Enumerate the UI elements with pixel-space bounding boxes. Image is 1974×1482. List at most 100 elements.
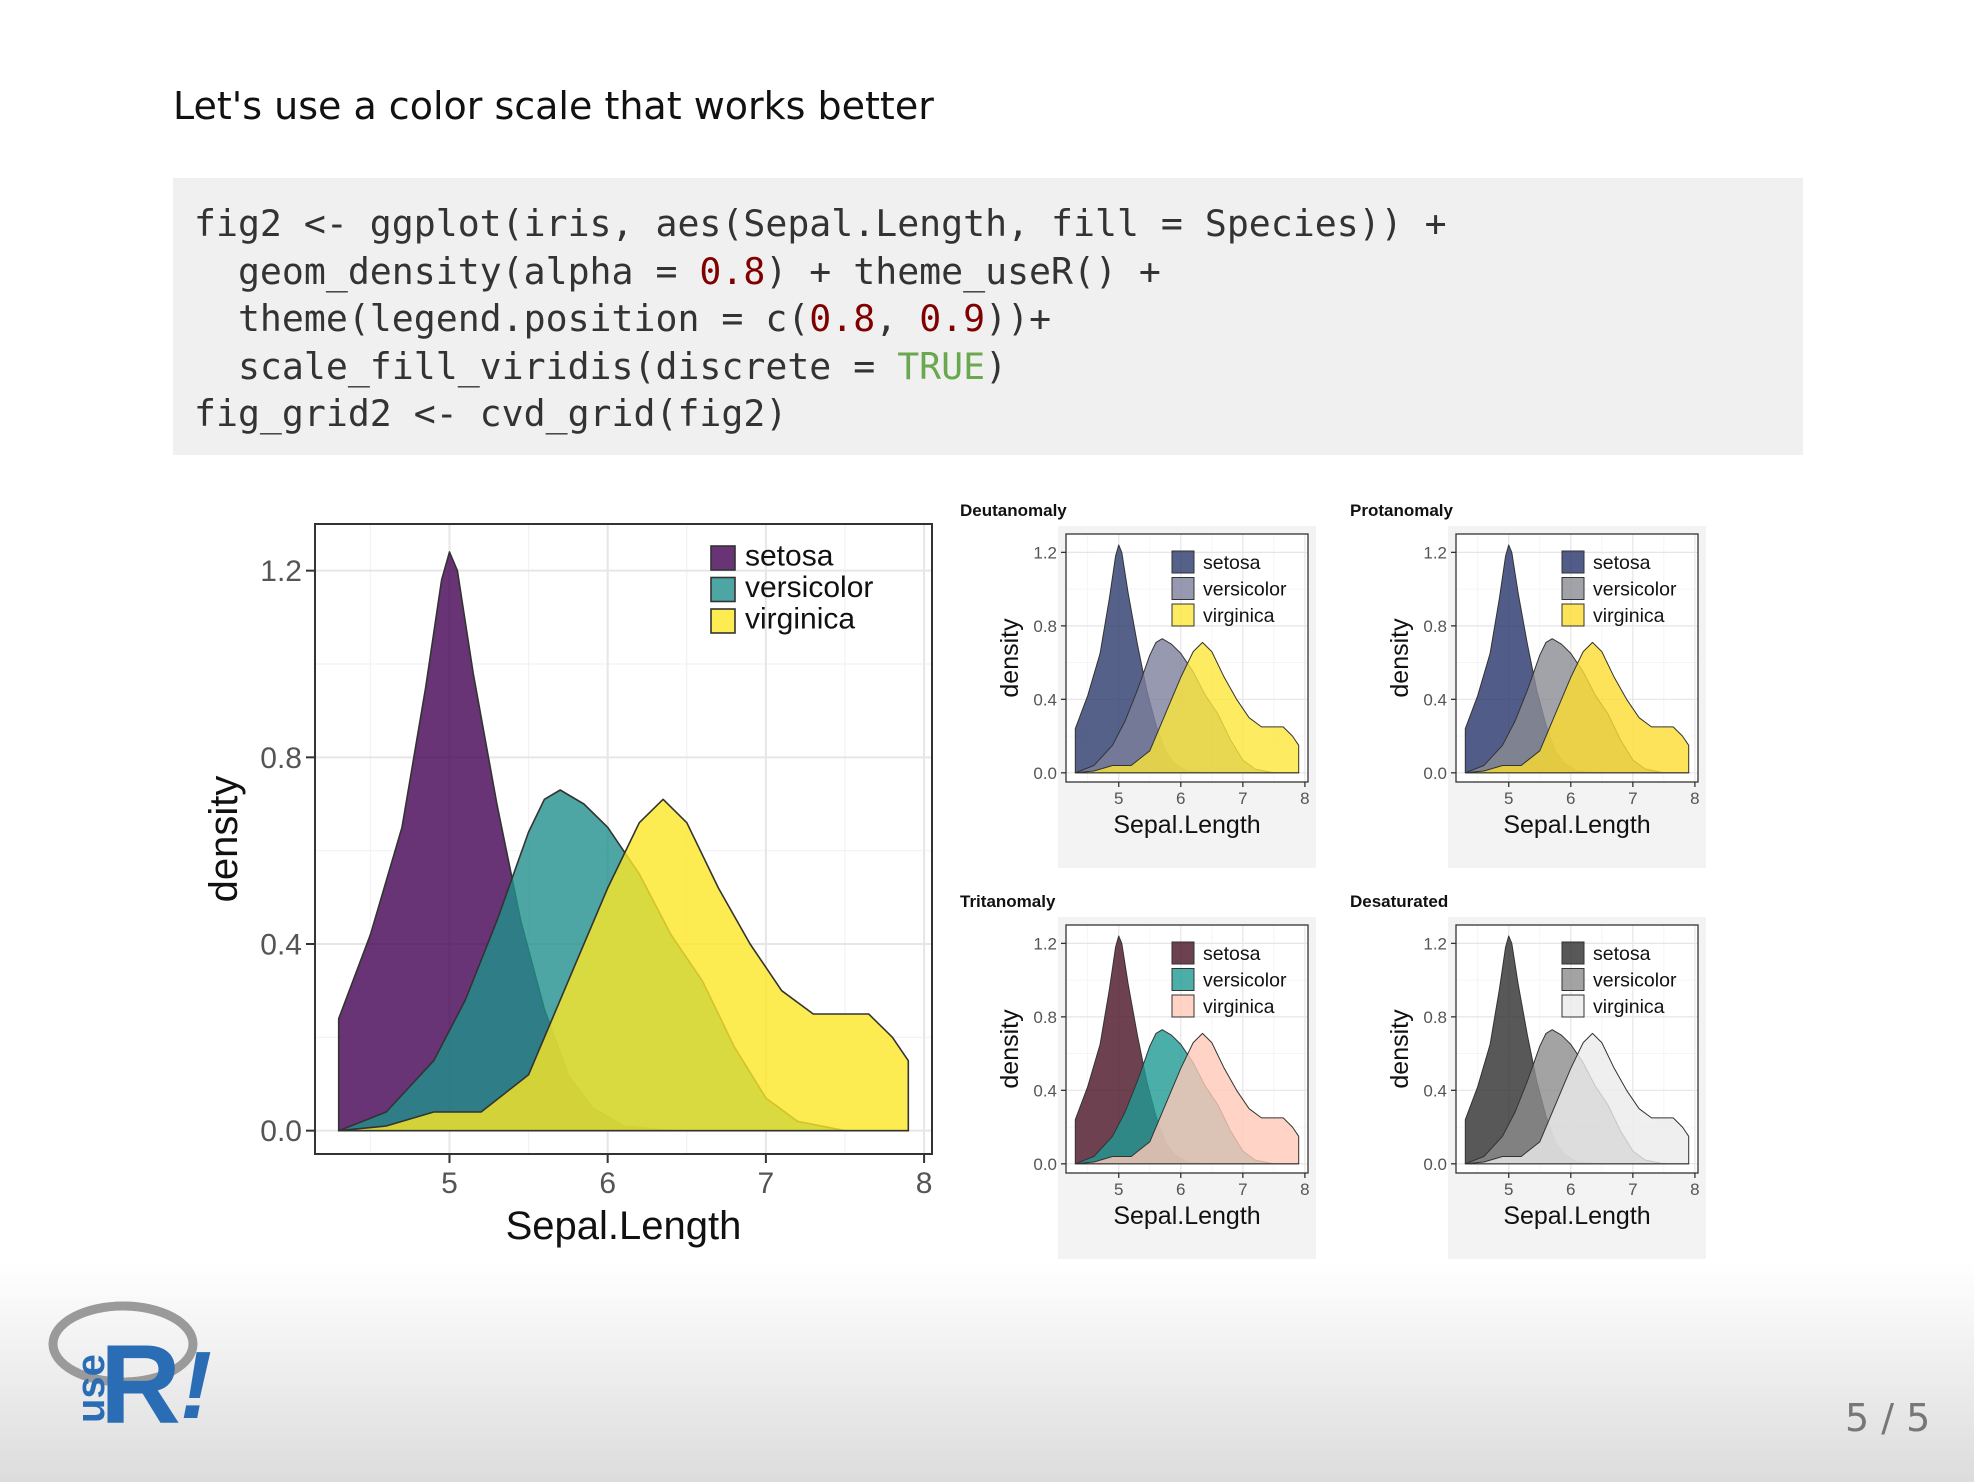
y-tick-label: 1.2	[1033, 543, 1057, 562]
x-tick-label: 5	[1114, 1180, 1123, 1199]
density-area-virginica	[337, 798, 910, 1132]
y-axis-label: density	[996, 1009, 1024, 1089]
legend-label: setosa	[1203, 552, 1261, 574]
y-tick-label: 1.2	[260, 555, 302, 588]
y-axis-label: density	[1386, 618, 1414, 698]
code-token: ) + theme_useR() +	[765, 249, 1161, 293]
x-tick-label: 7	[1238, 789, 1247, 808]
x-axis-label: Sepal.Length	[1113, 811, 1260, 839]
chart-panel: 5 6 7 8 0.0 0.4 0.8 1.2 Sepal.Length density setos…	[202, 523, 933, 1248]
x-tick-label: 5	[1114, 789, 1123, 808]
x-tick-label: 8	[1300, 1180, 1309, 1199]
chart-panel: 5 6 7 8 0.0 0.4 0.8 1.2 Sepal.Length density Trita…	[960, 892, 1316, 1259]
y-tick-label: 0.4	[260, 929, 302, 962]
footer-band	[0, 1262, 1974, 1482]
code-line: theme(legend.position = c(0.8, 0.9))+	[194, 297, 1051, 340]
code-token: ,	[875, 297, 920, 341]
legend-swatch	[1561, 994, 1585, 1018]
y-tick-label: 0.4	[1033, 690, 1057, 709]
logo-ring	[48, 1301, 198, 1387]
legend-swatch	[1561, 577, 1585, 600]
code-token: 0.8	[699, 249, 766, 293]
y-tick-label: 0.8	[1033, 617, 1057, 636]
page-counter: 5 / 5	[1845, 1396, 1931, 1440]
chart-panel: 5 6 7 8 0.0 0.4 0.8 1.2 Sepal.Length density Deuta…	[960, 501, 1316, 868]
x-tick-label: 8	[1690, 789, 1699, 808]
legend-swatch	[1171, 968, 1195, 991]
panel-border	[1065, 533, 1309, 783]
legend-swatch	[1171, 941, 1195, 965]
code-token: theme(legend.position = c(	[194, 297, 810, 341]
x-tick-label: 6	[1566, 789, 1575, 808]
y-tick-label: 0.4	[1033, 1081, 1057, 1100]
y-axis-label: density	[996, 618, 1024, 698]
x-axis-label: Sepal.Length	[506, 1204, 742, 1248]
legend-label: setosa	[745, 540, 834, 573]
y-tick-label: 0.0	[1033, 1155, 1057, 1174]
y-tick-label: 0.0	[1423, 764, 1447, 783]
y-axis-label: density	[1386, 1009, 1414, 1089]
legend-swatch	[1171, 550, 1195, 574]
y-tick-label: 1.2	[1423, 543, 1447, 562]
chart-panel: 5 6 7 8 0.0 0.4 0.8 1.2 Sepal.Length density Desat…	[1350, 892, 1706, 1259]
density-area-virginica	[1464, 641, 1690, 774]
code-token: fig2 <- ggplot(iris, aes(Sepal.Length, f…	[194, 202, 1447, 245]
code-token: geom_density(alpha =	[194, 249, 700, 293]
code-line: scale_fill_viridis(discrete = TRUE)	[194, 345, 1007, 388]
slide-heading: Let's use a color scale that works bette…	[173, 84, 934, 128]
code-token: TRUE	[897, 344, 986, 388]
code-token: 0.8	[809, 297, 876, 341]
legend-swatch	[1561, 968, 1585, 991]
y-tick-label: 0.4	[1423, 1081, 1447, 1100]
logo-word: use	[69, 1354, 113, 1423]
code-line: fig2 <- ggplot(iris, aes(Sepal.Length, f…	[194, 202, 1447, 245]
legend-label: versicolor	[1203, 579, 1287, 601]
y-tick-label: 0.8	[1423, 617, 1447, 636]
panel-border	[1065, 924, 1309, 1174]
legend-label: virginica	[1203, 996, 1275, 1018]
legend-label: versicolor	[1593, 579, 1677, 601]
x-tick-label: 8	[1690, 1180, 1699, 1199]
x-tick-label: 8	[1300, 789, 1309, 808]
legend-label: versicolor	[1593, 970, 1677, 992]
density-area-virginica	[1074, 1032, 1300, 1165]
x-tick-label: 6	[599, 1167, 616, 1200]
panel-border	[1455, 533, 1699, 783]
x-tick-label: 6	[1176, 789, 1185, 808]
legend-swatch	[1171, 994, 1195, 1018]
code-token: scale_fill_viridis(discrete =	[194, 344, 898, 388]
x-tick-label: 6	[1176, 1180, 1185, 1199]
code-text: fig2 <- ggplot(iris, aes(Sepal.Length, f…	[194, 200, 1782, 438]
logo-bang: !	[180, 1332, 212, 1430]
logo-letter: R	[100, 1322, 181, 1430]
y-tick-label: 0.8	[1423, 1008, 1447, 1027]
legend-label: versicolor	[745, 571, 873, 604]
y-tick-label: 0.4	[1423, 690, 1447, 709]
x-axis-label: Sepal.Length	[1503, 1202, 1650, 1230]
legend-label: versicolor	[1203, 970, 1287, 992]
density-area-virginica	[1074, 641, 1300, 774]
legend-swatch	[710, 545, 736, 571]
legend-swatch	[1171, 577, 1195, 600]
legend-swatch	[1561, 603, 1585, 627]
y-tick-label: 0.0	[260, 1115, 302, 1148]
legend-label: setosa	[1593, 943, 1651, 965]
code-line: geom_density(alpha = 0.8) + theme_useR()…	[194, 250, 1161, 293]
code-token: fig_grid2 <- cvd_grid(fig2)	[194, 392, 788, 436]
chart-panel: 5 6 7 8 0.0 0.4 0.8 1.2 Sepal.Length density Prota…	[1350, 501, 1706, 868]
panel-border	[1455, 924, 1699, 1174]
x-tick-label: 5	[441, 1167, 458, 1200]
x-tick-label: 8	[916, 1167, 933, 1200]
legend-swatch	[710, 608, 736, 634]
code-block: fig2 <- ggplot(iris, aes(Sepal.Length, f…	[173, 178, 1803, 455]
panel-border	[314, 523, 933, 1155]
legend-label: virginica	[745, 603, 855, 636]
legend-swatch	[1561, 550, 1585, 574]
y-tick-label: 1.2	[1423, 934, 1447, 953]
panel-title: Deutanomaly	[960, 501, 1067, 520]
y-tick-label: 0.8	[260, 742, 302, 775]
legend-label: setosa	[1203, 943, 1261, 965]
legend-label: setosa	[1593, 552, 1651, 574]
legend-label: virginica	[1593, 996, 1665, 1018]
